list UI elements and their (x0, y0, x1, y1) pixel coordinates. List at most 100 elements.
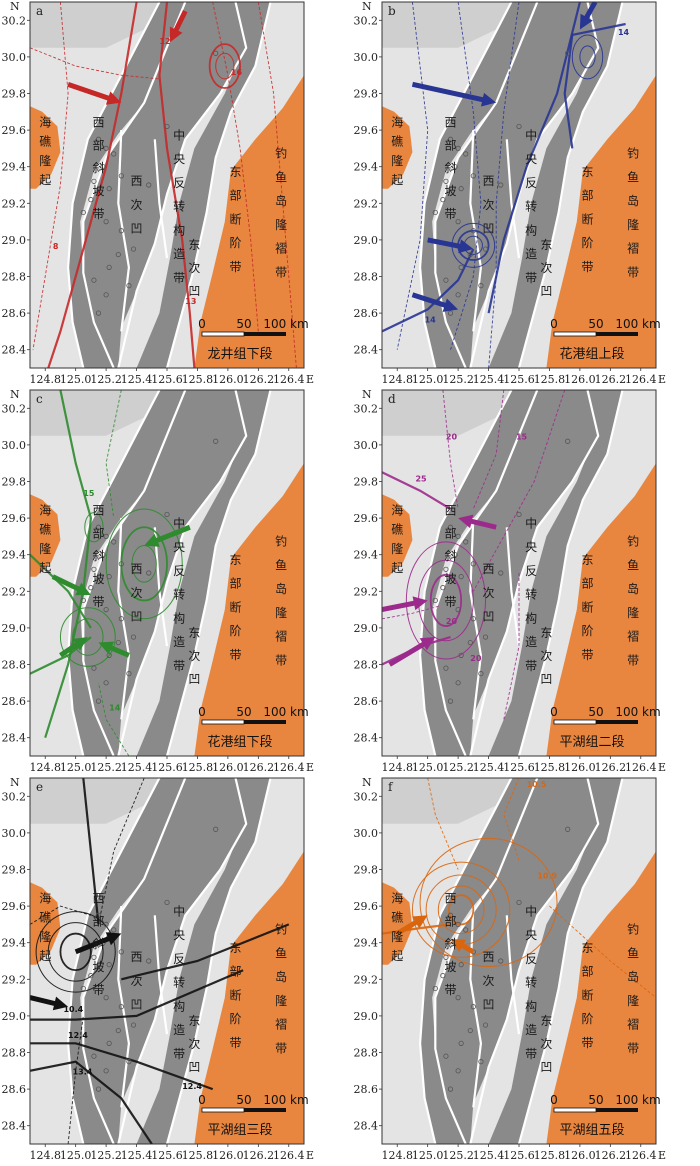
flow-arrow (427, 237, 474, 254)
flow-arrow (51, 574, 91, 596)
x-tick-label: 126.2 (595, 373, 627, 386)
structural-unit-label-haijiao: 起 (391, 949, 403, 963)
northern-area (382, 2, 512, 48)
well-marker (463, 539, 469, 545)
structural-unit-label-xibu: 带 (444, 595, 456, 609)
well-marker (91, 954, 97, 960)
contour-value-label: 12 (159, 37, 170, 46)
y-tick-label: 29.0 (354, 622, 379, 635)
structural-unit-label-zhongyang: 构 (173, 610, 185, 625)
structural-unit-label-dongci: 次 (188, 649, 200, 663)
western-depression-strip (420, 778, 538, 1144)
x-tick-label: 126.2 (243, 1149, 275, 1162)
structural-boundary (469, 130, 483, 332)
well-marker (565, 50, 571, 56)
scale-bar: 0 50 100 km (550, 705, 661, 725)
structural-unit-label-diaoyudao: 带 (627, 266, 639, 280)
structural-unit-label-diaoyudao: 隆 (275, 217, 287, 232)
well-marker (458, 962, 464, 968)
structural-unit-label-dongbu: 阶 (229, 624, 241, 638)
structural-unit-label-diaoyudao: 褶 (275, 1017, 287, 1032)
x-axis-symbol: E (658, 373, 666, 386)
structural-unit-label-haijiao: 海 (39, 502, 51, 517)
scale-bar: 0 50 100 km (550, 1093, 661, 1113)
haijiao-uplift (382, 494, 413, 577)
scale-zero: 0 (198, 705, 206, 719)
structural-unit-label-xibu: 坡 (444, 960, 456, 974)
well-marker (432, 597, 438, 604)
structural-unit-label-haijiao: 海 (391, 890, 403, 905)
salinity-contour (30, 969, 244, 1021)
structural-unit-label-diaoyudao: 带 (275, 654, 287, 668)
well-marker (482, 634, 489, 640)
x-tick-label: 126.0 (212, 761, 244, 774)
well-marker (478, 1059, 484, 1065)
salinity-contour (32, 2, 69, 350)
structural-unit-label-zhongyang: 转 (525, 199, 537, 214)
structural-unit-label-dongci: 东 (188, 1014, 200, 1028)
structural-unit-label-diaoyudao: 岛 (275, 193, 287, 208)
contour-value-label: 20 (446, 617, 458, 626)
structural-unit-label-zhongyang: 带 (173, 271, 185, 285)
salinity-contour (30, 1060, 153, 1144)
structural-unit-label-xici: 凹 (131, 610, 143, 624)
structural-unit-label-haijiao: 海 (391, 114, 403, 129)
structural-unit-label-dongci: 次 (540, 1037, 552, 1051)
well-marker (80, 985, 86, 992)
x-tick-label: 125.4 (473, 1149, 505, 1162)
haijiao-uplift (382, 882, 413, 965)
scale-end: 100 km (615, 1093, 660, 1107)
structural-unit-label-xici: 次 (131, 586, 143, 600)
structural-unit-label-diaoyudao: 隆 (275, 993, 287, 1008)
well-marker (95, 1086, 102, 1092)
structural-boundary (153, 915, 169, 1035)
structural-unit-label-diaoyudao: 钓 (627, 147, 639, 161)
structural-unit-label-xibu: 部 (444, 137, 456, 152)
well-marker (91, 665, 97, 671)
map-body: 10.412.413.412.4海礁隆起西部斜坡带中央反转构造带西次凹东次凹东部… (30, 778, 304, 1144)
salinity-contour (503, 778, 520, 861)
structural-unit-label-dongbu: 部 (581, 188, 593, 203)
structural-unit-label-xici: 西 (131, 174, 143, 188)
flow-arrow (450, 939, 475, 955)
salinity-contour-loop (571, 34, 604, 80)
salinity-contour-loop (215, 52, 235, 80)
structural-boundary (165, 390, 272, 756)
structural-unit-label-zhongyang: 构 (173, 222, 185, 237)
well-marker (470, 1004, 476, 1010)
y-tick-label: 28.6 (2, 307, 27, 320)
x-tick-label: 126.2 (595, 761, 627, 774)
salinity-contour (549, 905, 656, 998)
northern-area (382, 778, 512, 824)
well-marker (443, 665, 449, 671)
scale-end: 100 km (615, 705, 660, 719)
well-marker (146, 570, 152, 576)
y-tick-label: 29.2 (354, 197, 379, 210)
x-tick-label: 125.2 (90, 373, 122, 386)
well-marker (443, 954, 449, 960)
well-marker (498, 958, 504, 964)
structural-unit-label-dongbu: 阶 (229, 236, 241, 250)
formation-label: 平湖组五段 (559, 1123, 624, 1138)
structural-unit-label-zhongyang: 央 (173, 540, 185, 554)
salinity-contour-loop (120, 526, 168, 602)
contour-value-label: 20 (470, 654, 482, 663)
northern-area (30, 778, 160, 824)
structural-unit-label-xibu: 部 (92, 525, 104, 540)
structural-boundary (165, 778, 272, 1144)
well-marker (213, 826, 219, 832)
x-tick-label: 125.4 (121, 373, 153, 386)
structural-unit-label-dongci: 凹 (540, 672, 552, 686)
x-tick-label: 125.6 (151, 1149, 183, 1162)
structural-unit-label-haijiao: 礁 (391, 910, 403, 925)
structural-unit-label-zhongyang: 构 (173, 998, 185, 1013)
structural-unit-label-dongci: 凹 (188, 284, 200, 298)
x-tick-label: 125.4 (473, 761, 505, 774)
panel-letter: c (36, 392, 43, 406)
structural-boundary (469, 390, 600, 756)
structural-boundary (469, 2, 600, 368)
structural-unit-label-xibu: 斜 (444, 937, 456, 951)
